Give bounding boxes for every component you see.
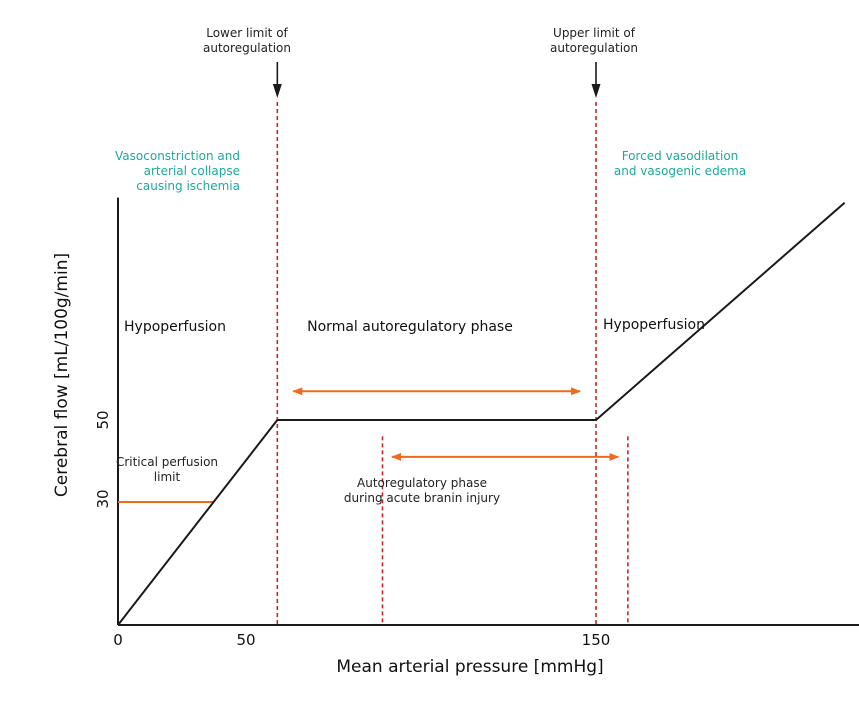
lower-limit-label-line-2: autoregulation (203, 41, 291, 55)
critical-perfusion-label-line-2: limit (154, 470, 181, 484)
left-effect-line-3: causing ischemia (136, 179, 240, 193)
lower-limit-label-line-1: Lower limit of (206, 26, 288, 40)
autoregulation-curve (117, 201, 846, 626)
right-effect-line-2: and vasogenic edema (614, 164, 746, 178)
x-tick-label-0: 0 (113, 631, 123, 649)
injury-phase-label-line-2: during acute branin injury (344, 491, 500, 505)
y-tick-label-50: 50 (94, 410, 112, 429)
right-zone-label: Hypoperfusion (603, 317, 705, 333)
upper-limit-label-line-2: autoregulation (550, 41, 638, 55)
y-tick-label-30: 30 (94, 489, 112, 508)
right-effect-line-1: Forced vasodilation (622, 149, 739, 163)
left-effect-line-1: Vasoconstriction and (115, 149, 240, 163)
upper-limit-label-line-1: Upper limit of (553, 26, 636, 40)
critical-perfusion-label-line-1: Critical perfusion (116, 455, 218, 469)
y-axis-title: Cerebral flow [mL/100g/min] (52, 253, 72, 497)
middle-zone-label: Normal autoregulatory phase (307, 319, 513, 335)
x-tick-label-50: 50 (236, 631, 255, 649)
x-tick-label-150: 150 (582, 631, 611, 649)
upper-limit-marker-arrow (591, 62, 601, 98)
injury-phase-label-line-1: Autoregulatory phase (357, 476, 487, 490)
left-effect-line-2: arterial collapse (144, 164, 240, 178)
x-axis-title: Mean arterial pressure [mmHg] (336, 657, 603, 677)
left-zone-label: Hypoperfusion (124, 319, 226, 335)
lower-limit-marker-arrow (272, 62, 282, 98)
